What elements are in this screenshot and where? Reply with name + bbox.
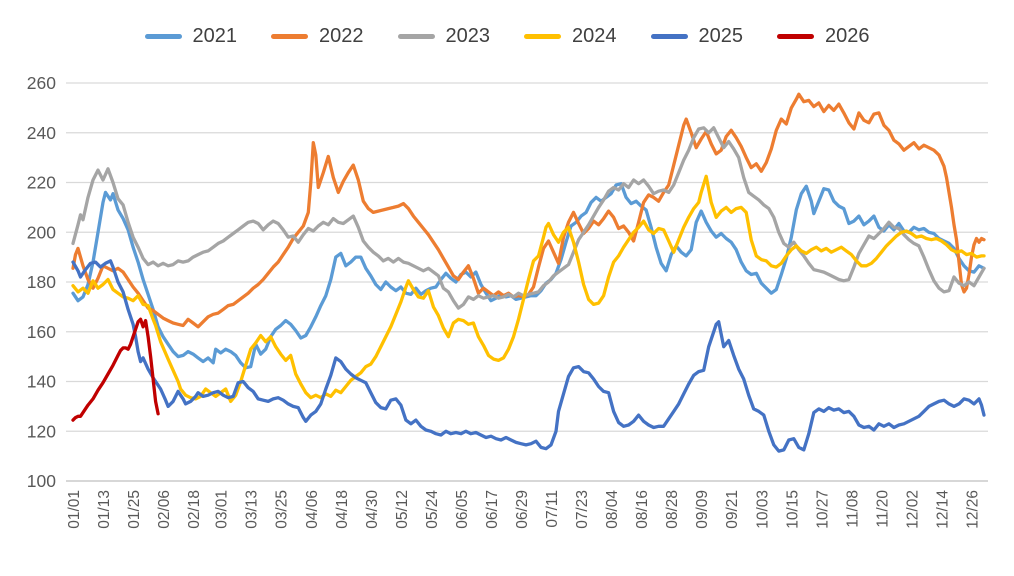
x-tick-label: 12/14 bbox=[934, 490, 951, 529]
x-tick-label: 02/06 bbox=[156, 490, 173, 529]
x-tick-label: 09/21 bbox=[724, 490, 741, 529]
legend-label-2025: 2025 bbox=[698, 25, 744, 47]
legend-swatch-2024 bbox=[524, 33, 561, 39]
x-tick-label: 03/01 bbox=[214, 490, 231, 529]
x-tick-label: 01/01 bbox=[66, 490, 83, 529]
x-tick-label: 11/20 bbox=[874, 490, 891, 528]
y-tick-label: 200 bbox=[27, 222, 56, 242]
legend-item-2023: 2023 bbox=[397, 25, 491, 47]
legend-item-2026: 2026 bbox=[777, 26, 870, 46]
legend-label-2021: 2021 bbox=[192, 25, 238, 47]
legend-swatch-2023 bbox=[397, 33, 435, 39]
y-tick-label: 180 bbox=[27, 272, 56, 292]
legend-swatch-2026 bbox=[777, 33, 814, 39]
x-tick-label: 04/06 bbox=[304, 490, 321, 529]
x-tick-label: 07/11 bbox=[544, 490, 561, 528]
legend-label-2026: 2026 bbox=[825, 25, 870, 47]
y-tick-label: 100 bbox=[27, 471, 56, 491]
x-tick-label: 09/09 bbox=[694, 490, 711, 529]
x-tick-label: 01/25 bbox=[126, 490, 143, 529]
x-tick-label: 08/28 bbox=[664, 490, 681, 529]
legend-label-2022: 2022 bbox=[319, 25, 364, 47]
legend-item-2024: 2024 bbox=[524, 26, 617, 46]
y-tick-label: 220 bbox=[27, 173, 56, 193]
legend-swatch-2022 bbox=[271, 33, 308, 39]
x-tick-label: 05/24 bbox=[424, 490, 441, 529]
x-tick-label: 06/17 bbox=[484, 490, 501, 529]
series-line-2022 bbox=[71, 92, 986, 329]
y-tick-label: 260 bbox=[27, 73, 56, 93]
x-tick-label: 01/13 bbox=[96, 490, 113, 529]
x-tick-label: 12/26 bbox=[964, 490, 981, 529]
x-tick-label: 06/05 bbox=[454, 490, 471, 529]
x-tick-label: 11/08 bbox=[844, 490, 861, 528]
x-tick-label: 06/29 bbox=[514, 490, 531, 529]
x-tick-label: 02/18 bbox=[186, 490, 203, 529]
x-tick-label: 03/25 bbox=[274, 490, 291, 529]
x-tick-label: 05/12 bbox=[394, 490, 411, 529]
x-tick-label: 08/16 bbox=[634, 490, 651, 529]
y-tick-label: 160 bbox=[27, 322, 56, 342]
series-line-2024 bbox=[71, 174, 986, 404]
legend-item-2022: 2022 bbox=[271, 26, 364, 46]
y-tick-label: 140 bbox=[27, 372, 56, 392]
x-tick-label: 12/02 bbox=[904, 490, 921, 529]
x-tick-label: 03/13 bbox=[244, 490, 261, 529]
x-tick-label: 10/15 bbox=[784, 490, 801, 529]
legend-item-2021: 2021 bbox=[144, 25, 238, 47]
legend-swatch-2021 bbox=[144, 33, 182, 39]
legend-swatch-2025 bbox=[650, 33, 688, 39]
x-tick-label: 07/23 bbox=[574, 490, 591, 529]
legend-label-2024: 2024 bbox=[572, 25, 617, 47]
series-line-2026 bbox=[71, 317, 160, 422]
y-tick-label: 240 bbox=[27, 123, 56, 143]
x-tick-label: 10/27 bbox=[814, 490, 831, 529]
x-tick-label: 04/30 bbox=[364, 490, 381, 529]
y-tick-label: 120 bbox=[27, 421, 56, 441]
x-tick-label: 04/18 bbox=[334, 490, 351, 529]
x-tick-label: 10/03 bbox=[754, 490, 771, 529]
series-line-2025 bbox=[71, 259, 986, 453]
legend: 2021 2022 2023 2024 2025 2026 bbox=[0, 26, 1014, 46]
legend-label-2023: 2023 bbox=[445, 25, 491, 47]
legend-item-2025: 2025 bbox=[650, 25, 744, 47]
x-tick-label: 08/04 bbox=[604, 490, 621, 529]
